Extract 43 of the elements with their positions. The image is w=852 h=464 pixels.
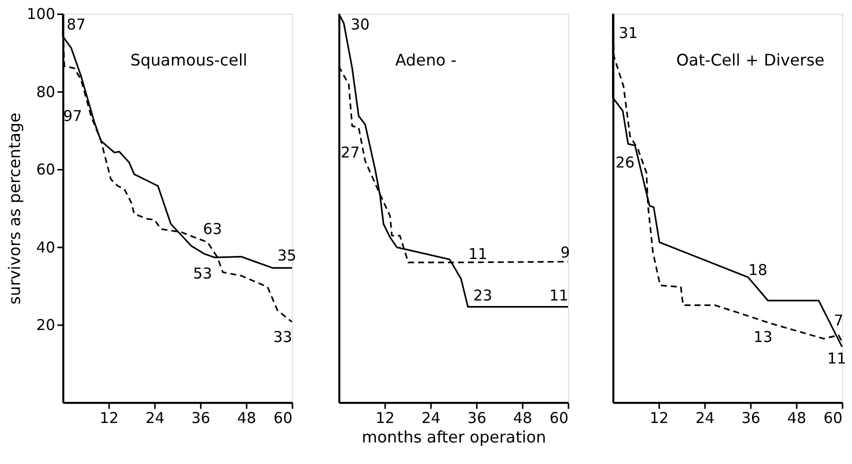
annotation: 13 <box>753 328 772 346</box>
y-tick-label: 40 <box>36 238 56 256</box>
annotation: 30 <box>350 16 370 34</box>
annotation: 31 <box>618 24 638 42</box>
text: Squamous-cell <box>130 50 248 70</box>
y-tick-label: 100 <box>26 5 56 24</box>
y-tick-label: 20 <box>36 316 56 334</box>
x-tick-label: 60 <box>824 408 843 427</box>
x-tick-label: 48 <box>237 408 256 427</box>
x-tick-label: 36 <box>467 408 486 427</box>
text: Adeno - <box>395 50 457 70</box>
annotation: 11 <box>549 286 568 304</box>
annotation: 87 <box>66 16 86 34</box>
x-tick-label: 12 <box>100 408 119 427</box>
x-tick-label: 48 <box>787 408 806 427</box>
x-tick-label: 36 <box>191 408 210 427</box>
x-tick-label: 60 <box>273 408 292 427</box>
x-tick-label: 36 <box>741 408 760 427</box>
x-tick-label: 60 <box>549 408 568 427</box>
y-tick-label: 80 <box>36 82 56 101</box>
x-tick-label: 12 <box>376 408 395 427</box>
x-axis-title: months after operation <box>362 428 546 447</box>
annotation: 11 <box>468 244 488 263</box>
x-tick-label: 24 <box>696 408 715 427</box>
x-tick-label: 24 <box>145 408 164 427</box>
annotation: 27 <box>340 143 360 162</box>
annotation: 11 <box>827 349 846 368</box>
y-tick-label: 60 <box>36 160 56 179</box>
annotation: 53 <box>193 264 212 283</box>
annotation: 18 <box>748 261 768 280</box>
y-axis-title: survivors as percentage <box>4 112 24 304</box>
annotation: 63 <box>202 220 222 238</box>
annotation: 35 <box>277 246 296 264</box>
annotation: 23 <box>473 286 492 304</box>
annotation: 33 <box>273 328 292 346</box>
annotation: 26 <box>615 154 634 172</box>
x-tick-label: 24 <box>421 408 440 427</box>
x-tick-label: 12 <box>650 408 669 427</box>
text: Oat-Cell + Diverse <box>676 50 824 70</box>
annotation: 97 <box>63 106 82 125</box>
x-tick-label: 48 <box>513 408 532 427</box>
annotation: 9 <box>560 243 570 262</box>
annotation: 7 <box>834 312 844 330</box>
